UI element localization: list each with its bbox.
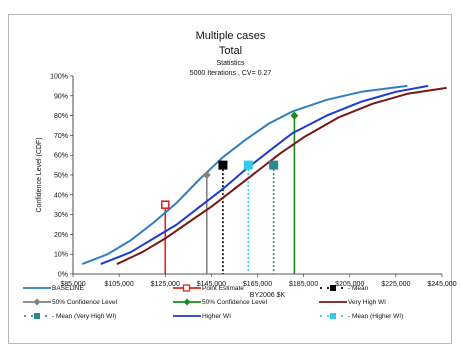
y-tick-label: 20%	[54, 232, 68, 239]
legend-swatch	[320, 313, 346, 319]
chart-title: Multiple cases	[195, 30, 266, 42]
x-tick-label: $185,000	[289, 281, 318, 288]
legend-label: 50% Confidence Level	[202, 298, 268, 306]
legend-entry: 50% Confidence Level	[22, 298, 117, 306]
legend-label: - Mean (Very High WI)	[52, 312, 117, 320]
series-line-very-high-wi	[116, 86, 447, 266]
chart-frame	[8, 14, 452, 344]
legend-swatch	[23, 287, 51, 289]
legend-entry: Higher WI	[172, 312, 231, 320]
y-tick-label: 50%	[54, 173, 68, 180]
legend-label: Point Estimate	[202, 284, 244, 292]
legend-entry: - Mean	[318, 284, 368, 292]
y-tick-label: 30%	[54, 212, 68, 219]
mean-higher-wi-marker	[243, 160, 253, 170]
legend-label: - Mean	[348, 284, 369, 292]
x-tick-label: $125,000	[151, 281, 180, 288]
y-tick-label: 70%	[54, 133, 68, 140]
x-tick-label: $245,000	[427, 281, 456, 288]
legend-swatch	[173, 284, 201, 292]
series-line-baseline	[81, 84, 408, 266]
mean-very-high-wi-marker	[269, 160, 279, 170]
legend-swatch	[24, 313, 50, 319]
series-line-higher-wi	[100, 84, 429, 266]
x-tick-label: $165,000	[243, 281, 272, 288]
point-estimate-marker	[160, 200, 170, 209]
legend-swatch	[320, 285, 346, 291]
legend-label: 50% Confidence Level	[52, 298, 118, 306]
legend-swatch	[173, 315, 201, 317]
x-tick-label: $145,000	[197, 281, 226, 288]
mean-marker	[218, 160, 228, 170]
y-tick-label: 90%	[54, 93, 68, 100]
y-tick-label: 10%	[54, 252, 68, 259]
y-tick-label: 60%	[54, 153, 68, 160]
legend-entry: 50% Confidence Level	[172, 298, 267, 306]
legend-swatch	[173, 298, 201, 306]
legend-swatch	[23, 298, 51, 306]
y-tick-label: 40%	[54, 192, 68, 199]
legend-entry: Point Estimate	[172, 284, 244, 292]
chart-subtitle-iterations: 5000 Iterations , CV= 0.27	[189, 70, 272, 77]
x-tick-label: $205,000	[335, 281, 364, 288]
x-axis-label: BY2006 $K	[250, 292, 286, 299]
legend-entry: Very High WI	[318, 298, 386, 306]
chart-subtitle: Total	[218, 45, 243, 57]
legend-entry: - Mean (Very High WI)	[22, 312, 116, 320]
baseline-50-confidence-marker	[202, 171, 211, 179]
y-tick-label: 80%	[54, 113, 68, 120]
legend-entry: - Mean (Higher WI)	[318, 312, 403, 320]
legend-label: - Mean (Higher WI)	[348, 312, 404, 320]
legend-label: Very High WI	[348, 298, 386, 306]
legend-entry: BASELINE	[22, 284, 84, 292]
y-tick-label: 100%	[50, 74, 68, 81]
x-tick-label: $85,000	[60, 281, 85, 288]
chart-subtitle-statistics: Statistics	[216, 60, 245, 67]
very-high-wi-50-confidence-marker	[290, 111, 299, 120]
y-axis-label: Confidence Level (CDF)	[36, 137, 43, 212]
x-tick-label: $105,000	[105, 281, 134, 288]
y-tick-label: 0%	[58, 272, 68, 279]
x-tick-label: $225,000	[381, 281, 410, 288]
legend-label: Higher WI	[202, 312, 231, 320]
legend-swatch	[319, 301, 347, 303]
legend-label: BASELINE	[52, 284, 84, 292]
